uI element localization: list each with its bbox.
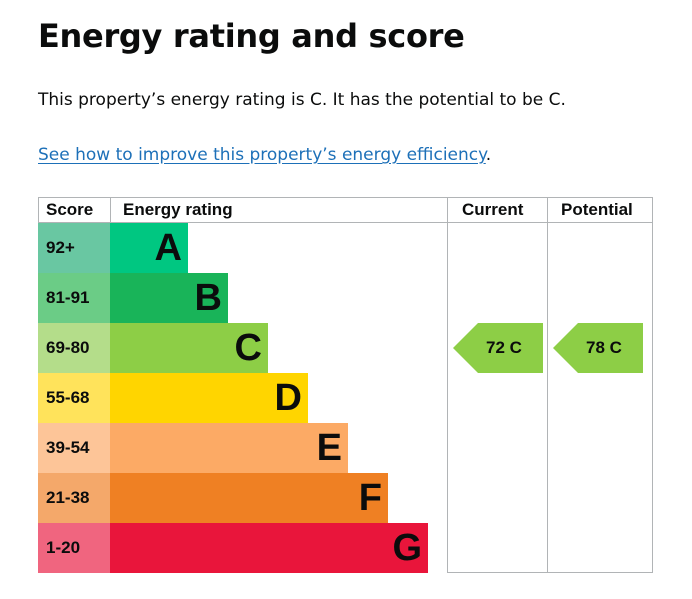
band-letter: C <box>234 327 262 369</box>
page-title: Energy rating and score <box>38 17 465 55</box>
header-top-border <box>38 197 653 198</box>
band-score: 69-80 <box>38 323 110 373</box>
band-row-a: 92+ A <box>38 223 448 273</box>
column-border-score <box>110 197 111 223</box>
improve-efficiency-link[interactable]: See how to improve this property’s energ… <box>38 145 486 165</box>
band-score: 1-20 <box>38 523 110 573</box>
band-bar-f: F <box>110 473 388 523</box>
column-border-potential <box>652 197 653 573</box>
current-rating-label: 72 C <box>486 338 522 357</box>
band-bar-a: A <box>110 223 188 273</box>
band-row-b: 81-91 B <box>38 273 448 323</box>
band-row-e: 39-54 E <box>38 423 448 473</box>
potential-rating-label: 78 C <box>586 338 622 357</box>
column-border-rating <box>447 197 448 573</box>
current-arrow-shape <box>453 323 543 373</box>
band-row-d: 55-68 D <box>38 373 448 423</box>
table-bottom-border-current <box>447 572 653 573</box>
header-bottom-border <box>38 222 653 223</box>
band-letter: E <box>316 427 342 469</box>
band-bar-c: C <box>110 323 268 373</box>
band-bar-d: D <box>110 373 308 423</box>
potential-arrow-shape <box>553 323 643 373</box>
band-letter: G <box>392 527 422 569</box>
energy-rating-summary: This property’s energy rating is C. It h… <box>38 90 566 110</box>
band-bar-e: E <box>110 423 348 473</box>
band-row-f: 21-38 F <box>38 473 448 523</box>
column-border-left <box>38 197 39 223</box>
band-letter: A <box>154 227 182 269</box>
band-score: 81-91 <box>38 273 110 323</box>
improve-link-line: See how to improve this property’s energ… <box>38 143 491 167</box>
band-letter: F <box>358 477 382 519</box>
header-current: Current <box>462 200 524 219</box>
band-score: 55-68 <box>38 373 110 423</box>
potential-rating-arrow: 78 C <box>553 323 643 373</box>
column-border-current <box>547 197 548 573</box>
band-letter: D <box>274 377 302 419</box>
band-score: 21-38 <box>38 473 110 523</box>
link-suffix: . <box>485 145 492 165</box>
energy-rating-chart: Score Energy rating Current Potential 92… <box>38 197 653 573</box>
band-row-c: 69-80 C <box>38 323 448 373</box>
band-letter: B <box>194 277 222 319</box>
band-score: 39-54 <box>38 423 110 473</box>
band-row-g: 1-20 G <box>38 523 448 573</box>
band-score: 92+ <box>38 223 110 273</box>
header-score: Score <box>46 200 94 219</box>
band-bar-g: G <box>110 523 428 573</box>
header-potential: Potential <box>561 200 633 219</box>
current-rating-arrow: 72 C <box>453 323 543 373</box>
header-energy-rating: Energy rating <box>123 200 233 219</box>
band-bar-b: B <box>110 273 228 323</box>
